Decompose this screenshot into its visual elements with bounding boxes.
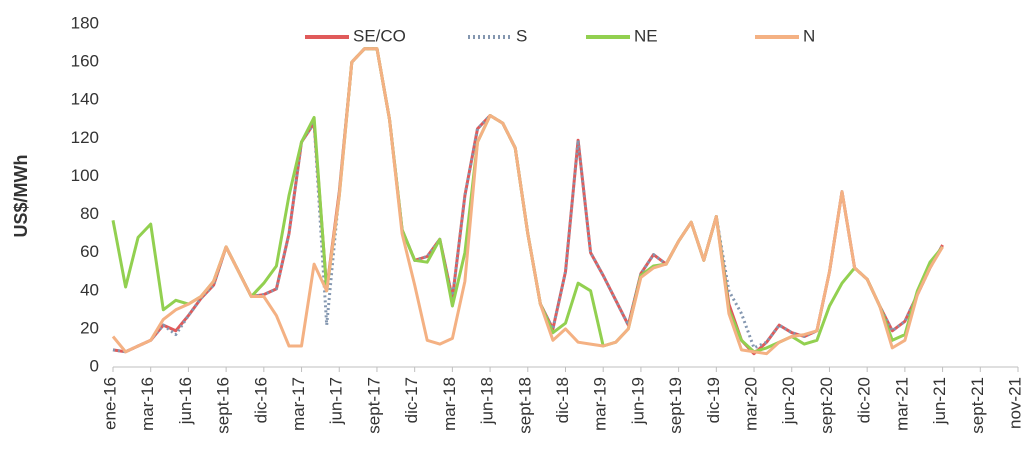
y-axis-label: US$/MWh	[11, 155, 31, 238]
x-tick-label: dic-17	[402, 377, 421, 423]
legend-label: N	[803, 26, 815, 45]
legend-label: S	[516, 26, 527, 45]
x-tick-label: mar-20	[742, 377, 761, 431]
y-tick-label: 180	[71, 13, 99, 32]
x-tick-label: sept-16	[214, 377, 233, 434]
legend-label: NE	[634, 26, 658, 45]
y-tick-label: 120	[71, 128, 99, 147]
x-tick-label: jun-16	[176, 377, 195, 425]
series-line	[112, 47, 944, 356]
series-line	[112, 47, 944, 354]
legend-label: SE/CO	[353, 26, 406, 45]
x-tick-label: sept-18	[515, 377, 534, 434]
y-tick-label: 100	[71, 166, 99, 185]
x-tick-label: sept-17	[364, 377, 383, 434]
x-tick-label: ene-16	[100, 377, 119, 430]
x-tick-label: mar-21	[892, 377, 911, 431]
x-tick-label: jun-17	[327, 377, 346, 425]
y-tick-label: 20	[80, 318, 99, 337]
x-tick-label: sept-21	[968, 377, 987, 434]
x-tick-label: dic-19	[704, 377, 723, 423]
series-line	[111, 47, 944, 356]
series-line	[111, 47, 944, 354]
y-tick-label: 140	[71, 90, 99, 109]
y-tick-label: 0	[90, 356, 99, 375]
x-tick-label: sept-19	[666, 377, 685, 434]
x-tick-label: mar-19	[591, 377, 610, 431]
x-tick-label: sept-20	[817, 377, 836, 434]
x-tick-label: jun-20	[779, 377, 798, 425]
x-tick-label: mar-18	[440, 377, 459, 431]
x-tick-label: jun-19	[628, 377, 647, 425]
x-tick-label: dic-18	[553, 377, 572, 423]
x-tick-label: nov-21	[1005, 377, 1024, 429]
x-tick-label: dic-20	[855, 377, 874, 423]
x-tick-label: jun-21	[930, 377, 949, 425]
x-tick-label: dic-16	[251, 377, 270, 423]
y-tick-label: 60	[80, 242, 99, 261]
y-tick-label: 80	[80, 204, 99, 223]
x-tick-label: mar-16	[138, 377, 157, 431]
y-tick-label: 160	[71, 52, 99, 71]
x-tick-label: jun-18	[478, 377, 497, 425]
x-tick-label: mar-17	[289, 377, 308, 431]
y-tick-label: 40	[80, 280, 99, 299]
